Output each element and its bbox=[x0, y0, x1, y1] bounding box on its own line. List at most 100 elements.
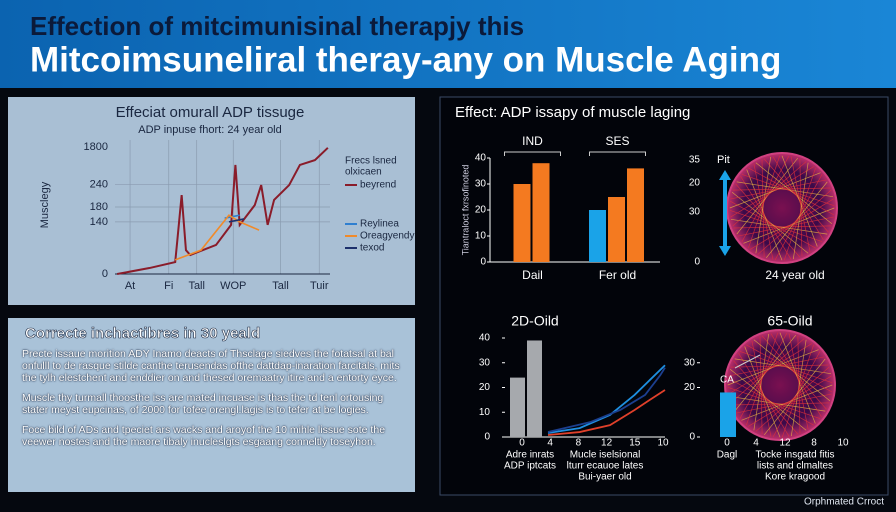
text-panel bbox=[8, 318, 415, 492]
y-tick-label: 240 bbox=[90, 179, 108, 191]
x-tick-label: Fer old bbox=[599, 268, 636, 282]
x-tick-label: 4 bbox=[547, 438, 553, 449]
caption: Adre inrats bbox=[506, 450, 554, 461]
x-tick-label: Dail bbox=[522, 268, 543, 282]
text-panel-title: Correcte inchactibres in 30 yeald bbox=[25, 325, 260, 342]
x-tick-label: 10 bbox=[837, 438, 849, 449]
y-tick-label: 10 bbox=[479, 407, 491, 418]
x-tick-label: 0 bbox=[519, 438, 525, 449]
header-band bbox=[0, 0, 896, 88]
x-tick-label: Tall bbox=[272, 280, 289, 292]
right-panel bbox=[439, 96, 889, 496]
caption: Mucle iselsional bbox=[570, 450, 641, 461]
legend-title: olxicaen bbox=[345, 167, 382, 178]
x-tick-label: Tall bbox=[188, 280, 205, 292]
x-tick-label: 12 bbox=[779, 438, 791, 449]
y-top-label: 1800 bbox=[84, 141, 108, 153]
bar bbox=[513, 184, 531, 262]
image-axis-label: 0 bbox=[694, 257, 700, 268]
y-tick-label: 20 bbox=[475, 205, 487, 216]
group-label: SES bbox=[605, 134, 629, 148]
y-tick-label: 40 bbox=[475, 153, 487, 164]
caption: ADP iptcats bbox=[504, 461, 556, 472]
x-tick-label: 0 bbox=[724, 438, 730, 449]
orb bbox=[726, 152, 838, 264]
footer: Orphmated Crroct bbox=[804, 497, 884, 508]
y-tick-label: 0 bbox=[484, 432, 490, 443]
legend-label: Reylinea bbox=[360, 219, 399, 230]
image-axis-label: 35 bbox=[689, 155, 701, 166]
bar bbox=[608, 197, 625, 262]
orb bbox=[724, 329, 836, 441]
y-tick-label: 140 bbox=[90, 216, 108, 228]
paragraph: Muscle thy turmall thoosthe iss are mate… bbox=[22, 392, 384, 416]
group-bracket bbox=[504, 151, 561, 156]
x-tick-label: 4 bbox=[753, 438, 759, 449]
y-tick-label: 30 bbox=[684, 357, 696, 368]
y-tick-label: 30 bbox=[479, 357, 491, 368]
bar bbox=[532, 163, 550, 262]
chart-subtitle: ADP inpuse fhort: 24 year old bbox=[138, 124, 282, 136]
charts: Effeciat omurall ADP tissuge ADP inpuse f… bbox=[39, 104, 849, 483]
line-series bbox=[228, 218, 245, 223]
y-tick-label: 180 bbox=[90, 201, 108, 213]
y-axis-label: Tiantraloct fxrsofinoted bbox=[460, 165, 470, 256]
x-tick-label: 10 bbox=[657, 438, 669, 449]
x-tick-label: Fi bbox=[164, 280, 173, 292]
caption: Dagl bbox=[717, 450, 738, 461]
image-axis-label: 20 bbox=[689, 178, 701, 189]
chart-title: 65-Oild bbox=[767, 313, 812, 329]
line-series bbox=[547, 389, 666, 436]
image-axis-label: 30 bbox=[689, 207, 701, 218]
header-line1: Effection of mitcimunisinal therapjy thi… bbox=[30, 11, 524, 41]
legend-title: Frecs lsned bbox=[345, 156, 397, 167]
bar bbox=[527, 340, 542, 437]
y-tick-label: 0 bbox=[102, 268, 108, 280]
y-tick-label: 0 bbox=[689, 432, 695, 443]
x-tick-label: 8 bbox=[576, 438, 582, 449]
legend-label: Oreagyendy bbox=[360, 231, 414, 242]
arrow bbox=[719, 170, 731, 256]
y-tick-label: 30 bbox=[475, 179, 487, 190]
line-panel bbox=[8, 97, 415, 305]
y-tick-label: 0 bbox=[480, 257, 486, 268]
pointer bbox=[734, 354, 761, 369]
caption: lists and clmaltes bbox=[757, 461, 833, 472]
chart-title: Effect: ADP issapy of muscle laging bbox=[455, 104, 690, 121]
x-tick-label: At bbox=[125, 280, 135, 292]
x-tick-label: 12 bbox=[601, 438, 613, 449]
line-series bbox=[547, 364, 666, 434]
paragraph: Foce bild of ADs and tpeciet ars wacks a… bbox=[22, 424, 386, 448]
legend-label: texod bbox=[360, 243, 384, 254]
y-tick-label: 20 bbox=[479, 382, 491, 393]
text-panel-body: Precte issaue morition ADY Inamo deacts … bbox=[22, 348, 404, 456]
caption: Kore kragood bbox=[765, 472, 825, 483]
image-label: Pit bbox=[717, 154, 730, 166]
y-tick-label: 40 bbox=[479, 333, 491, 344]
orb-fiber bbox=[750, 198, 834, 250]
line-series bbox=[547, 367, 666, 433]
chart-title: 2D-Oild bbox=[511, 313, 558, 329]
caption: Bui-yaer old bbox=[578, 472, 631, 483]
x-tick-label: WOP bbox=[220, 280, 246, 292]
paragraph: Precte issaue morition ADY Inamo deacts … bbox=[22, 348, 400, 384]
image-caption: 24 year old bbox=[765, 268, 824, 282]
bar bbox=[589, 210, 606, 262]
line-series bbox=[174, 214, 260, 261]
y-tick-label: 20 bbox=[684, 382, 696, 393]
header-line2: Mitcoimsuneliral theray-any on Muscle Ag… bbox=[30, 40, 781, 79]
y-tick-label: 10 bbox=[475, 231, 487, 242]
x-tick-label: Tuir bbox=[310, 280, 329, 292]
y-axis-label: Musclegy bbox=[39, 181, 51, 228]
caption: lturr ecauoe lates bbox=[567, 461, 644, 472]
chart-title: Effeciat omurall ADP tissuge bbox=[116, 104, 305, 121]
caption: Tocke insgatd fitis bbox=[756, 450, 835, 461]
group-bracket bbox=[589, 151, 646, 156]
bar bbox=[627, 168, 644, 262]
group-label: IND bbox=[522, 134, 543, 148]
bar bbox=[720, 392, 736, 437]
x-tick-label: 8 bbox=[811, 438, 817, 449]
line-series bbox=[116, 147, 329, 275]
